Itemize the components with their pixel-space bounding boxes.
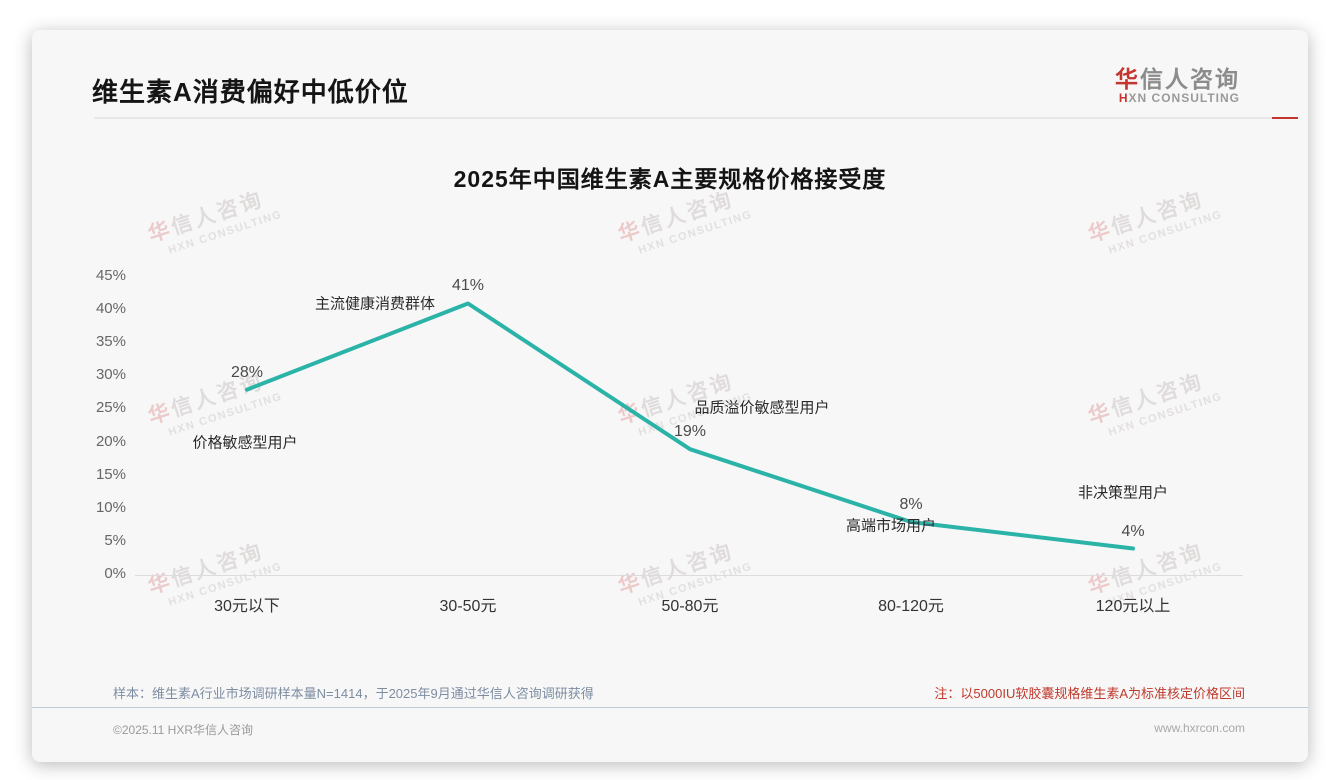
data-point-value: 41% [451, 277, 485, 295]
data-point-value: 8% [899, 496, 923, 514]
y-tick-label: 45% [95, 267, 126, 284]
data-point-value: 19% [673, 423, 707, 441]
price-note: 注：以5000IU软胶囊规格维生素A为标准核定价格区间 [934, 686, 1245, 701]
logo-en: HXN CONSULTING [1115, 92, 1240, 106]
x-axis-label: 30-50元 [439, 598, 497, 615]
line-plot [245, 301, 1135, 551]
x-axis-label: 50-80元 [661, 598, 719, 615]
y-tick-label: 15% [95, 465, 126, 483]
header-divider-accent [1272, 117, 1298, 119]
logo-en-accent: H [1118, 91, 1129, 106]
page-title: 维生素A消费偏好中低价位 [92, 77, 409, 107]
website-text: www.hxrcon.com [1154, 721, 1245, 735]
data-point-value: 28% [230, 363, 264, 381]
segment-annotation: 价格敏感型用户 [192, 434, 298, 452]
report-card: 华信人咨询 HXN CONSULTING 华信人咨询 HXN CONSULTING 华信… [32, 30, 1308, 762]
sample-note: 样本：维生素A行业市场调研样本量N=1414，于2025年9月通过华信人咨询调研… [113, 686, 594, 701]
y-tick-label: 0% [104, 564, 126, 582]
segment-annotation: 品质溢价敏感型用户 [694, 399, 830, 417]
y-tick-label: 20% [95, 432, 126, 450]
footer-divider [32, 707, 1308, 708]
segment-annotation: 主流健康消费群体 [314, 295, 436, 313]
chart-area: 45% 40% 35% 30% 25% 20% 15% 10% 5% 0% 30元以下 30-50元 5… [32, 30, 1308, 762]
logo-zh-accent: 华 [1115, 66, 1140, 92]
header-divider [94, 117, 1298, 119]
copyright-text: ©2025.11 HXR华信人咨询 [113, 723, 253, 737]
x-axis-label: 30元以下 [214, 598, 280, 615]
y-tick-label: 40% [95, 300, 126, 318]
logo-zh: 华信人咨询 [1115, 66, 1240, 92]
y-tick-label: 25% [95, 399, 126, 417]
chart-title: 2025年中国维生素A主要规格价格接受度 [453, 166, 887, 192]
y-tick-label: 35% [95, 333, 126, 351]
company-logo: 华信人咨询 HXN CONSULTING [1115, 66, 1240, 106]
segment-annotation: 非决策型用户 [1077, 484, 1169, 502]
data-point-value: 4% [1121, 522, 1145, 540]
logo-en-rest: XN CONSULTING [1128, 91, 1240, 106]
y-tick-label: 30% [95, 366, 126, 384]
y-tick-label: 5% [104, 531, 126, 549]
segment-annotation: 高端市场用户 [845, 517, 937, 535]
x-axis-label: 80-120元 [878, 598, 944, 615]
y-tick-label: 10% [95, 498, 126, 516]
x-axis-line [135, 575, 1243, 576]
x-axis-label: 120元以上 [1095, 598, 1171, 615]
logo-zh-rest: 信人咨询 [1140, 66, 1240, 92]
